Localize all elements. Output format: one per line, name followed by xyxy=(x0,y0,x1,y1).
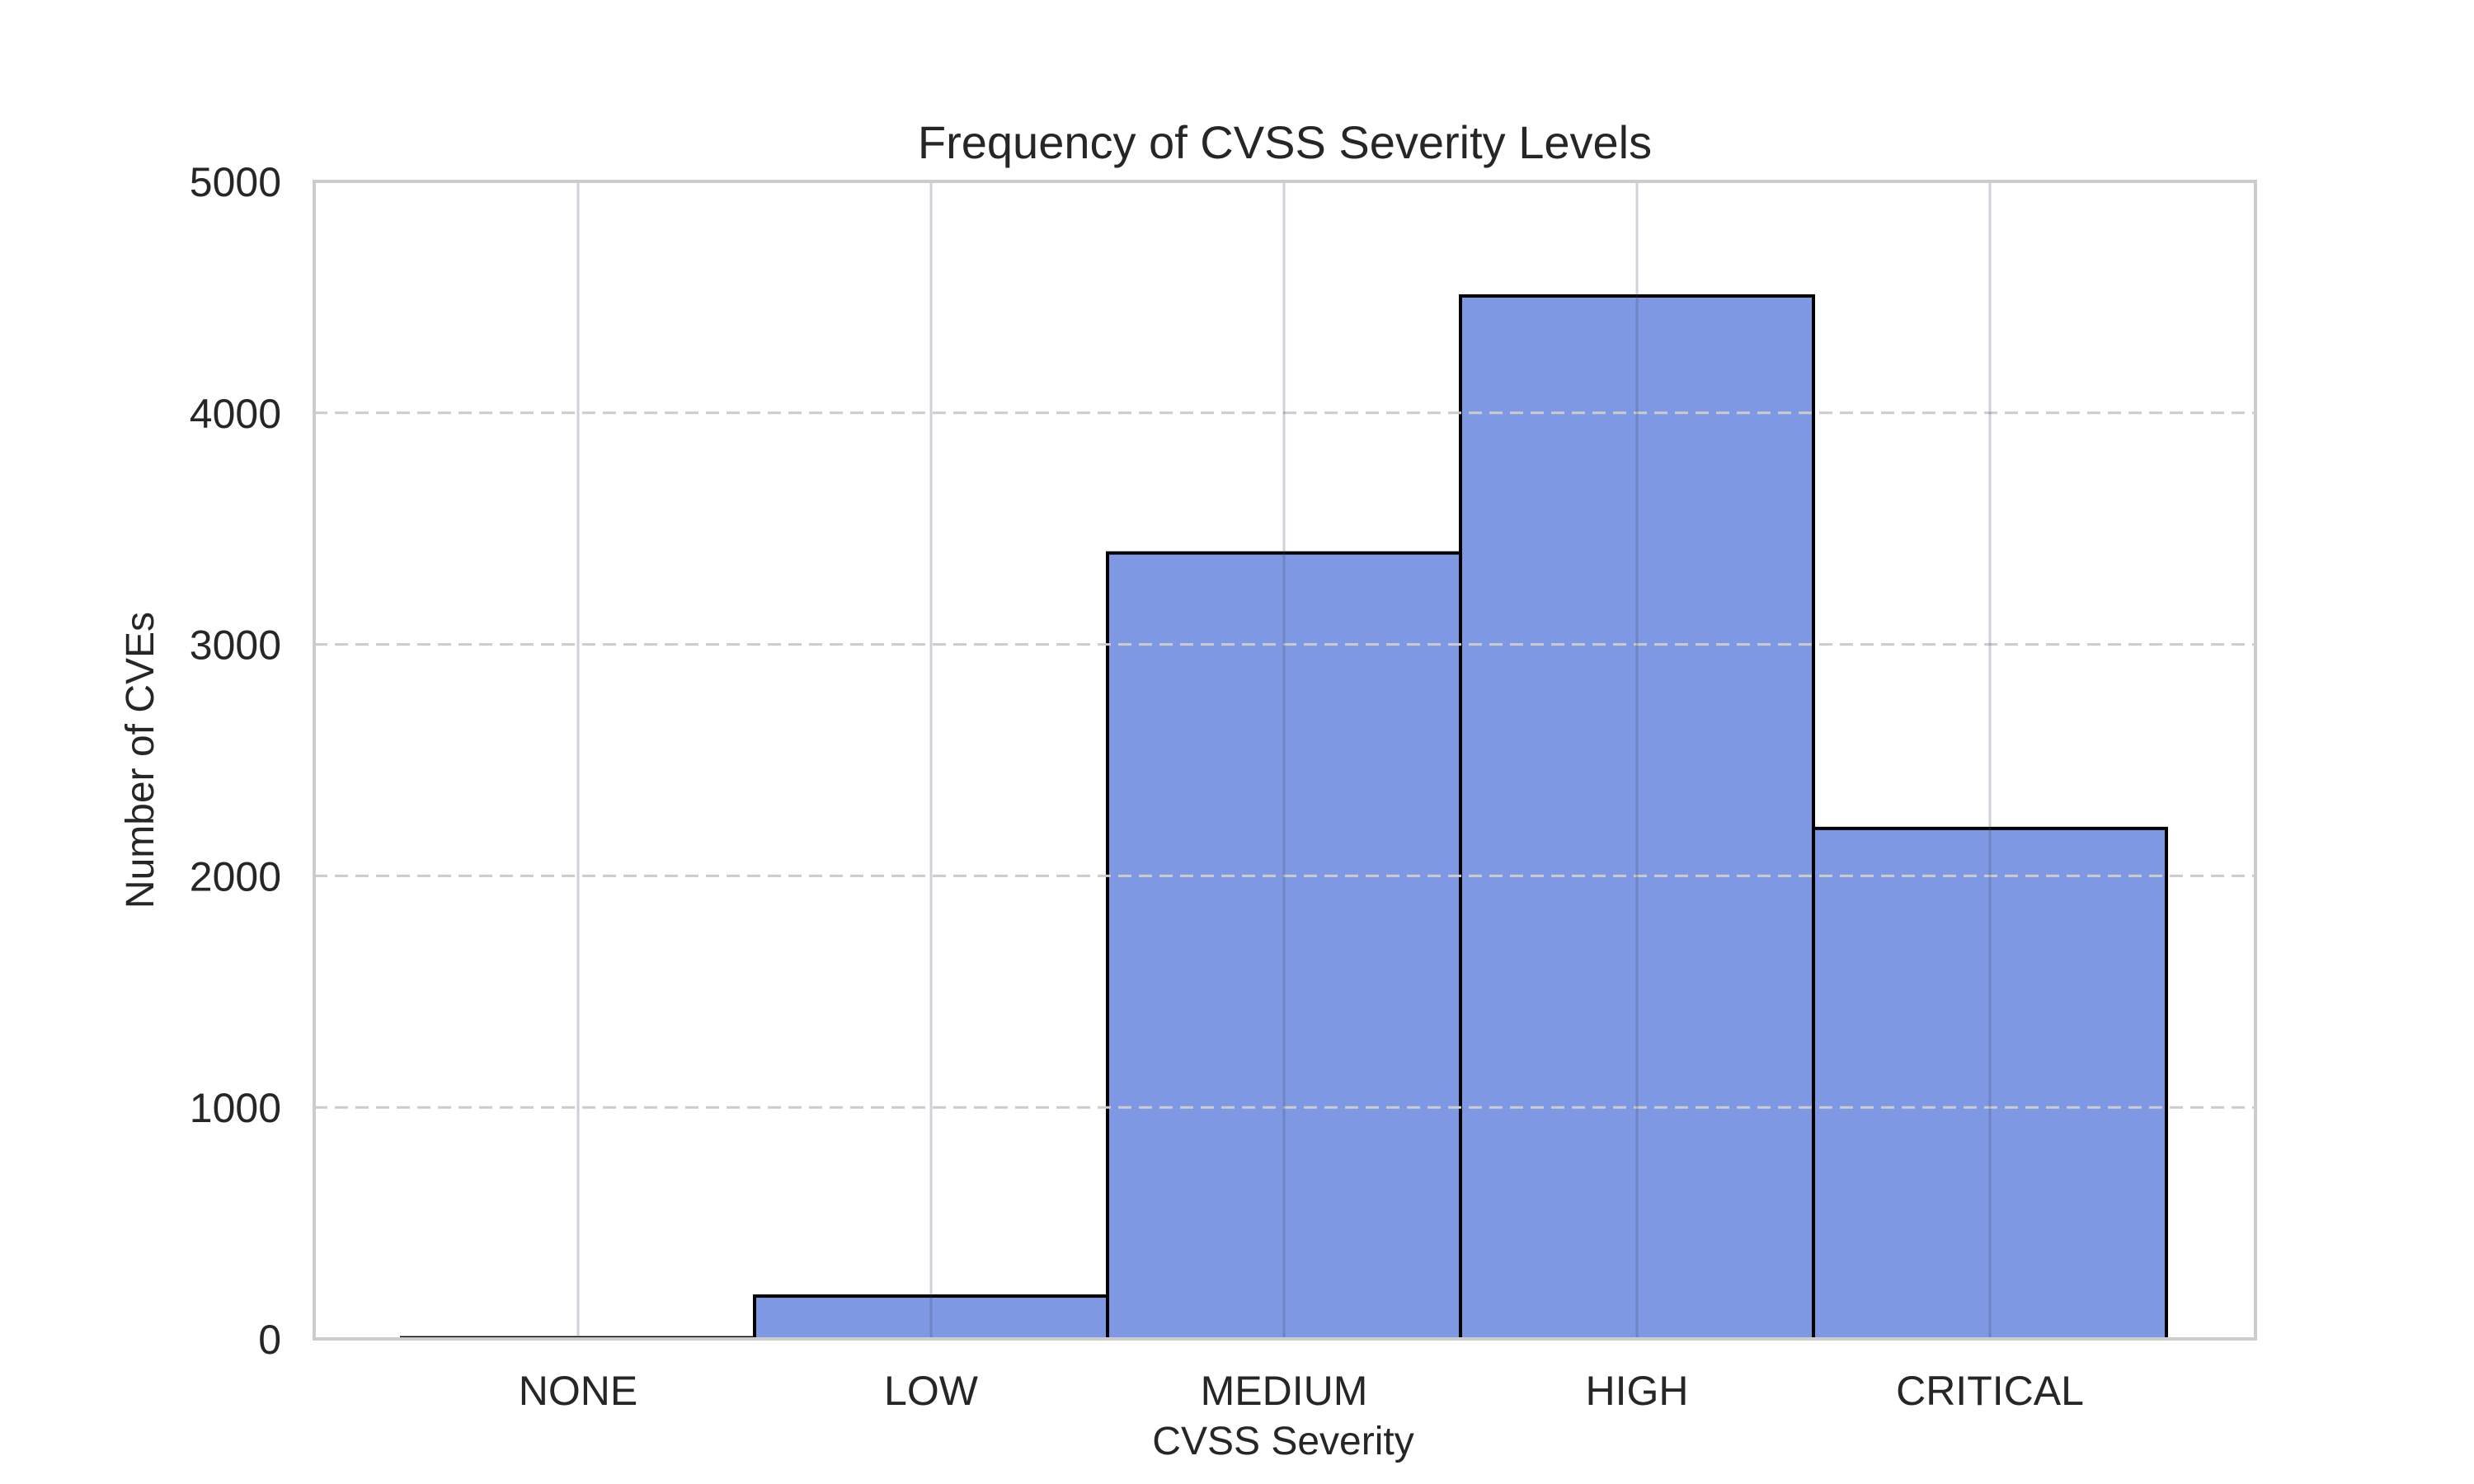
x-tick-labels: NONE LOW MEDIUM HIGH CRITICAL xyxy=(519,1368,2084,1414)
grid-lines xyxy=(314,181,2255,1339)
x-axis-label: CVSS Severity xyxy=(1152,1420,1413,1463)
x-tick-label: CRITICAL xyxy=(1896,1368,2084,1414)
bar-low xyxy=(753,1294,1109,1341)
x-tick-label: HIGH xyxy=(1586,1368,1689,1414)
chart-title: Frequency of CVSS Severity Levels xyxy=(918,116,1652,168)
y-tick-label: 4000 xyxy=(190,391,281,437)
x-tick-label: NONE xyxy=(519,1368,637,1414)
y-tick-label: 2000 xyxy=(190,853,281,899)
y-tick-label: 5000 xyxy=(190,159,281,205)
x-tick-label: MEDIUM xyxy=(1201,1368,1368,1414)
y-tick-labels: 0 1000 2000 3000 4000 5000 xyxy=(190,159,281,1363)
plot-frame xyxy=(313,180,2257,1341)
bars xyxy=(400,294,2168,1341)
y-tick-label: 0 xyxy=(258,1317,281,1363)
y-tick-label: 1000 xyxy=(190,1085,281,1131)
y-tick-label: 3000 xyxy=(190,622,281,669)
y-axis-label: Number of CVEs xyxy=(119,612,162,909)
x-tick-label: LOW xyxy=(884,1368,979,1414)
